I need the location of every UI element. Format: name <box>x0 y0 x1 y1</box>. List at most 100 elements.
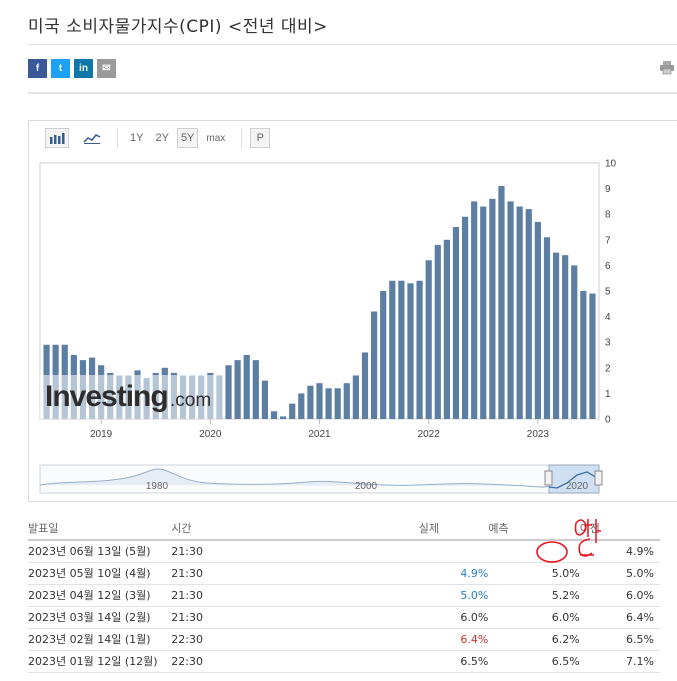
table-row[interactable]: 2023년 04월 12일 (3월) 21:30 5.0% 5.2% 6.0% <box>28 584 660 607</box>
bar[interactable] <box>416 280 423 419</box>
bar[interactable] <box>489 198 496 419</box>
header-time[interactable]: 시간 <box>171 516 419 541</box>
navigator-right-handle[interactable] <box>594 470 603 486</box>
range-navigator[interactable]: 1980 2000 2020 <box>37 463 607 497</box>
print-icon[interactable] <box>659 60 675 75</box>
row-actual: 4.9% <box>418 562 489 585</box>
bar[interactable] <box>589 293 596 419</box>
bar[interactable] <box>580 291 587 419</box>
facebook-share-button[interactable]: f <box>28 59 47 78</box>
zoom-max-button[interactable]: max <box>206 132 226 144</box>
bar[interactable] <box>434 244 441 419</box>
page-title: 미국 소비자물가지수(CPI) <전년 대비> <box>28 17 328 37</box>
bar[interactable] <box>389 280 396 419</box>
bar[interactable] <box>371 311 378 419</box>
row-date: 2023년 06월 13일 (5월) <box>28 540 172 563</box>
zoom-1y-button[interactable]: 1Y <box>130 132 144 144</box>
bar[interactable] <box>343 383 350 419</box>
row-time: 21:30 <box>171 606 419 629</box>
y-tick-label: 1 <box>605 389 611 400</box>
table-row[interactable]: 2023년 02월 14일 (1월) 22:30 6.4% 6.2% 6.5% <box>28 628 660 651</box>
bar[interactable] <box>380 291 387 419</box>
row-actual: 6.4% <box>418 628 489 651</box>
line-chart-toggle[interactable] <box>79 128 105 148</box>
chart-toolbar: 1Y 2Y 5Y max P <box>45 127 274 149</box>
table-body: 2023년 06월 13일 (5월) 21:30 4.9% 2023년 05월 10일… <box>28 540 660 673</box>
bar[interactable] <box>261 380 269 419</box>
bar[interactable] <box>516 206 523 419</box>
table-row[interactable]: 2023년 05월 10일 (4월) 21:30 4.9% 5.0% 5.0% <box>28 562 660 585</box>
y-tick-label: 9 <box>605 184 611 195</box>
y-tick-label: 10 <box>605 159 617 170</box>
twitter-share-button[interactable]: t <box>51 59 70 78</box>
y-tick-label: 8 <box>605 210 611 221</box>
row-forecast: 6.2% <box>488 628 580 651</box>
title-divider <box>28 44 677 45</box>
table-row[interactable]: 2023년 01월 12일 (12월) 22:30 6.5% 6.5% 7.1% <box>28 650 660 673</box>
bar[interactable] <box>361 352 369 419</box>
chart-container: 1Y 2Y 5Y max P 0 1 2 3 4 5 6 7 8 9 10 2019 2020 2021… <box>28 120 677 502</box>
bar[interactable] <box>452 227 460 419</box>
bar[interactable] <box>543 237 551 419</box>
bar[interactable] <box>525 209 532 419</box>
period-button[interactable]: P <box>250 128 271 148</box>
zoom-2y-button[interactable]: 2Y <box>155 132 169 144</box>
bar[interactable] <box>571 265 578 419</box>
bar[interactable] <box>298 393 305 419</box>
row-time: 21:30 <box>171 562 419 585</box>
area-chart-icon <box>83 134 101 144</box>
header-date[interactable]: 발표일 <box>28 516 172 541</box>
bar[interactable] <box>552 252 560 419</box>
navigator-tick-label: 2000 <box>355 481 378 492</box>
bar[interactable] <box>480 206 487 419</box>
cpi-bar-chart: 0 1 2 3 4 5 6 7 8 9 10 2019 2020 2021 2022 2023 Invest… <box>39 159 617 440</box>
table-row[interactable]: 2023년 03월 14일 (2월) 21:30 6.0% 6.0% 6.4% <box>28 606 660 629</box>
bar-chart-icon <box>50 133 65 144</box>
share-divider <box>28 92 677 94</box>
bar[interactable] <box>352 375 359 419</box>
row-forecast: 6.5% <box>488 650 580 673</box>
bar[interactable] <box>562 255 569 419</box>
bar[interactable] <box>498 186 505 419</box>
header-actual[interactable]: 실제 <box>418 516 489 541</box>
bar[interactable] <box>534 221 541 419</box>
row-actual: 6.0% <box>418 606 489 629</box>
bar[interactable] <box>234 360 241 419</box>
table-row[interactable]: 2023년 06월 13일 (5월) 21:30 4.9% <box>28 540 660 563</box>
x-tick-label: 2022 <box>418 429 441 440</box>
bar[interactable] <box>307 385 314 419</box>
bar[interactable] <box>407 283 414 419</box>
y-tick-label: 0 <box>605 415 611 426</box>
bar[interactable] <box>243 355 250 419</box>
row-forecast: 5.2% <box>488 584 580 607</box>
bar[interactable] <box>398 280 405 419</box>
navigator-left-handle[interactable] <box>544 470 553 486</box>
bar[interactable] <box>471 201 478 419</box>
bar[interactable] <box>334 388 341 419</box>
toolbar-separator <box>117 128 118 148</box>
bar[interactable] <box>461 216 469 419</box>
bar[interactable] <box>289 403 296 419</box>
bar[interactable] <box>443 239 450 419</box>
y-tick-label: 2 <box>605 363 611 374</box>
row-forecast: 6.0% <box>488 606 580 629</box>
row-previous: 6.4% <box>579 606 660 629</box>
bar[interactable] <box>225 365 232 419</box>
linkedin-share-button[interactable]: in <box>74 59 93 78</box>
row-date: 2023년 01월 12일 (12월) <box>28 650 172 673</box>
bar[interactable] <box>252 360 259 419</box>
bar[interactable] <box>507 201 514 419</box>
x-tick-label: 2021 <box>308 429 331 440</box>
bar[interactable] <box>270 411 278 419</box>
bar-chart-toggle[interactable] <box>45 128 69 148</box>
bar[interactable] <box>280 416 287 419</box>
email-share-button[interactable]: ✉ <box>97 59 116 78</box>
zoom-5y-button[interactable]: 5Y <box>176 128 199 148</box>
bar[interactable] <box>325 388 332 419</box>
bar[interactable] <box>425 260 432 419</box>
header-previous[interactable]: 이전 <box>579 516 660 541</box>
header-forecast[interactable]: 예측 <box>488 516 580 541</box>
row-time: 21:30 <box>171 540 419 563</box>
row-date: 2023년 02월 14일 (1월) <box>28 628 172 651</box>
bar[interactable] <box>316 383 323 419</box>
